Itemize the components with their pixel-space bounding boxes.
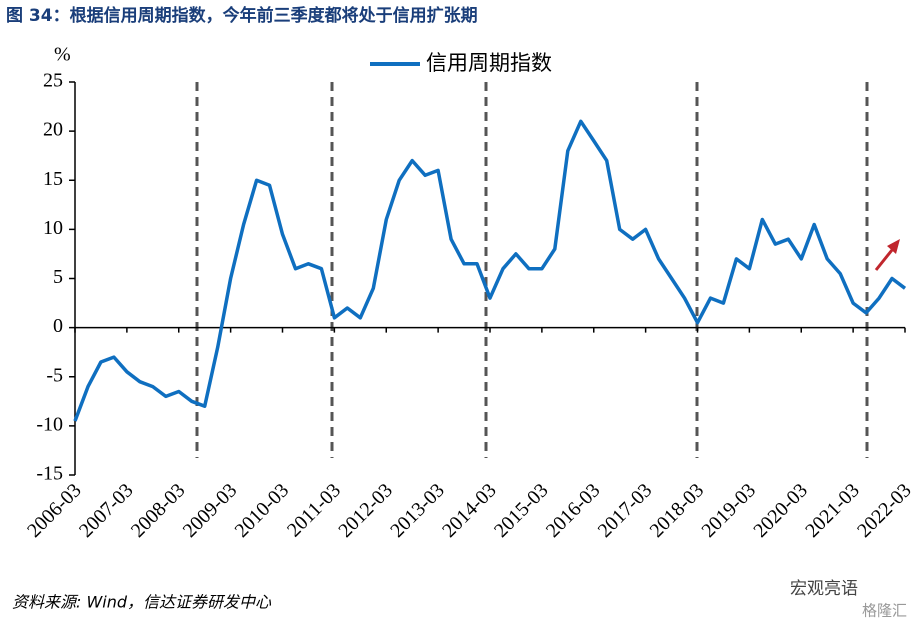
x-tick-label: 2012-03 (334, 479, 397, 542)
line-series (73, 119, 907, 422)
x-tick-label: 2018-03 (646, 479, 709, 542)
y-tick-label: -10 (36, 413, 63, 435)
y-tick-label: 20 (43, 119, 63, 141)
y-tick-label: 10 (43, 217, 63, 239)
x-tick-label: 2020-03 (749, 479, 812, 542)
x-tick-label: 2006-03 (23, 479, 86, 542)
arrow-shaft (874, 249, 894, 271)
chart-title: 图 34：根据信用周期指数，今年前三季度都将处于信用扩张期 (6, 5, 478, 26)
x-tick-label: 2021-03 (801, 479, 864, 542)
y-tick-label: 0 (53, 315, 63, 337)
x-tick-label: 2007-03 (75, 479, 138, 542)
x-tick-label: 2011-03 (283, 479, 345, 541)
watermark: 格隆汇 (862, 602, 907, 620)
watermark: 宏观亮语 (790, 579, 858, 599)
y-tick-label: 5 (53, 266, 63, 288)
x-tick-label: 2022-03 (853, 479, 915, 542)
y-tick-label: -15 (36, 463, 63, 485)
x-tick-label: 2009-03 (179, 479, 242, 542)
x-tick-label: 2016-03 (542, 479, 605, 542)
x-tick-label: 2014-03 (438, 479, 501, 542)
source-note: 资料来源: Wind，信达证券研发中心 (12, 593, 272, 612)
trend-arrow (874, 239, 900, 271)
x-tick-label: 2017-03 (594, 479, 657, 542)
x-tick-label: 2015-03 (490, 479, 553, 542)
x-tick-label: 2013-03 (386, 479, 449, 542)
y-tick-label: 25 (43, 70, 63, 92)
x-tick-label: 2008-03 (127, 479, 190, 542)
legend-label: 信用周期指数 (426, 51, 552, 75)
y-unit: % (54, 44, 71, 66)
x-tick-label: 2010-03 (231, 479, 294, 542)
cycle-markers (195, 82, 869, 458)
arrow-head (887, 239, 900, 254)
y-tick-label: 15 (43, 168, 63, 190)
y-tick-label: -5 (46, 364, 63, 386)
x-tick-label: 2019-03 (697, 479, 760, 542)
